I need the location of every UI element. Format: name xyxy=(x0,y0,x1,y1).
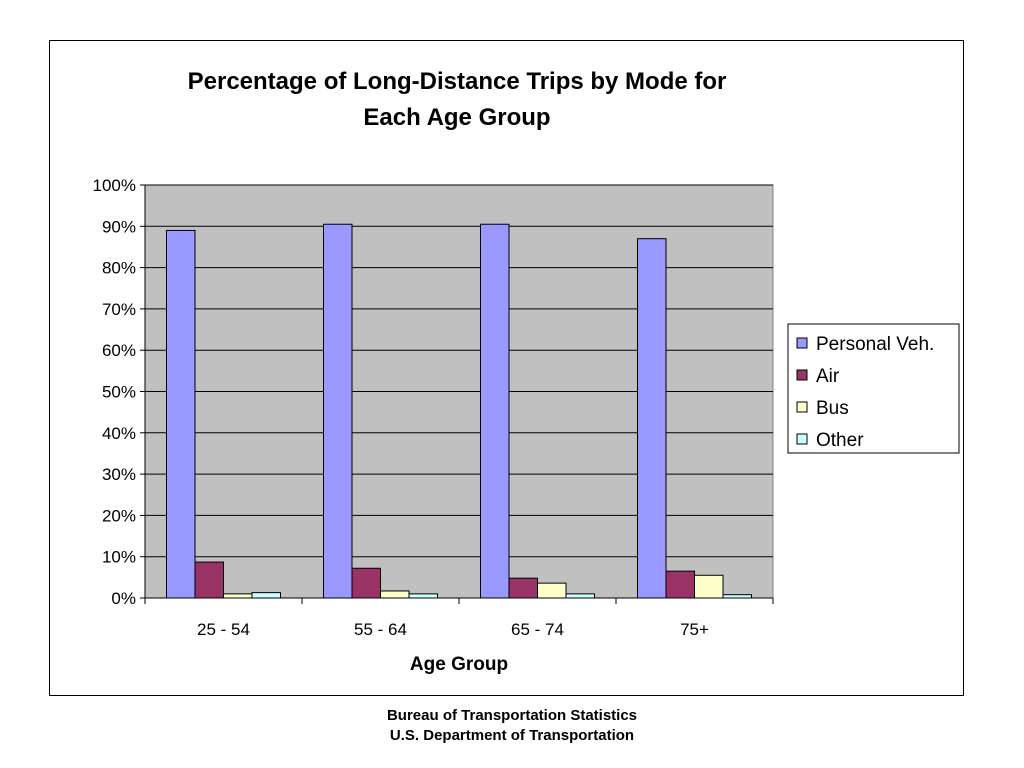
bar-air xyxy=(195,562,224,598)
bar-bus xyxy=(381,591,410,598)
bar-other xyxy=(566,594,595,598)
bar-bus xyxy=(538,583,567,598)
bar-other xyxy=(252,593,281,598)
bar-personal-veh xyxy=(481,224,510,598)
bar-air xyxy=(509,578,538,598)
y-tick-label: 90% xyxy=(102,217,136,236)
y-tick-label: 100% xyxy=(93,176,136,195)
footer-department: U.S. Department of Transportation xyxy=(0,727,1024,744)
legend-swatch xyxy=(797,434,807,444)
footer-agency: Bureau of Transportation Statistics xyxy=(0,707,1024,724)
bar-other xyxy=(409,594,438,598)
bar-air xyxy=(352,568,381,598)
y-tick-label: 20% xyxy=(102,506,136,525)
bar-bus xyxy=(695,575,724,598)
bar-personal-veh xyxy=(167,230,196,598)
y-tick-label: 70% xyxy=(102,300,136,319)
bar-personal-veh xyxy=(324,224,353,598)
x-tick-label: 25 - 54 xyxy=(197,620,250,639)
x-tick-label: 75+ xyxy=(680,620,709,639)
bar-chart: Percentage of Long-Distance Trips by Mod… xyxy=(50,41,962,694)
bar-other xyxy=(723,595,752,598)
bar-personal-veh xyxy=(638,239,667,598)
bar-bus xyxy=(224,594,253,598)
legend-entry: Air xyxy=(816,366,840,387)
y-tick-label: 10% xyxy=(102,548,136,567)
legend-entry: Bus xyxy=(816,398,849,419)
y-tick-label: 40% xyxy=(102,424,136,443)
y-tick-label: 30% xyxy=(102,465,136,484)
y-tick-label: 80% xyxy=(102,259,136,278)
chart-frame: Percentage of Long-Distance Trips by Mod… xyxy=(49,40,964,696)
legend-swatch xyxy=(797,370,807,380)
legend-swatch xyxy=(797,402,807,412)
legend-entry: Other xyxy=(816,430,864,451)
chart-title-line: Each Age Group xyxy=(363,104,550,131)
y-tick-label: 0% xyxy=(111,589,136,608)
x-tick-label: 55 - 64 xyxy=(354,620,407,639)
y-tick-label: 60% xyxy=(102,341,136,360)
bar-air xyxy=(666,571,695,598)
legend-swatch xyxy=(797,338,807,348)
x-tick-label: 65 - 74 xyxy=(511,620,564,639)
x-axis-label: Age Group xyxy=(410,654,508,675)
y-tick-label: 50% xyxy=(102,383,136,402)
chart-title-line: Percentage of Long-Distance Trips by Mod… xyxy=(188,68,727,95)
legend-entry: Personal Veh. xyxy=(816,334,934,355)
